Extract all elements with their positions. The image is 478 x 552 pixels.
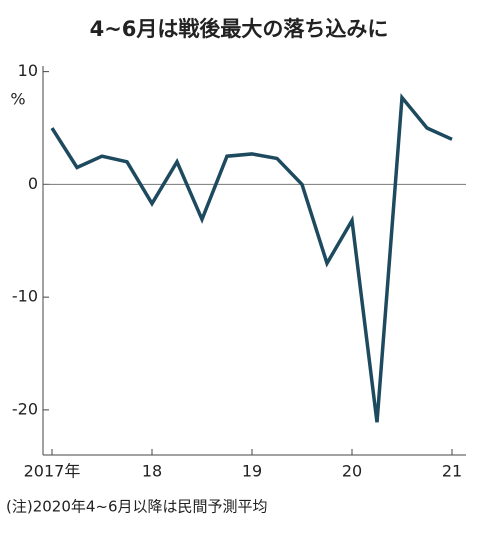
- x-tick-label: 20: [342, 462, 362, 481]
- y-tick-label: -20: [12, 399, 38, 418]
- x-tick-label: 19: [242, 462, 262, 481]
- y-unit: %: [10, 90, 25, 109]
- chart-title: 4~6月は戦後最大の落ち込みに: [90, 17, 389, 41]
- x-tick-label: 21: [442, 462, 462, 481]
- note: (注)2020年4~6月以降は民間予測平均: [6, 498, 268, 516]
- y-tick-label: -10: [12, 287, 38, 306]
- y-tick-label: 10: [18, 61, 38, 80]
- x-tick-label: 18: [142, 462, 162, 481]
- x-tick-label: 2017年: [24, 462, 81, 481]
- data-line: [50, 93, 453, 423]
- y-tick-label: 0: [28, 174, 38, 193]
